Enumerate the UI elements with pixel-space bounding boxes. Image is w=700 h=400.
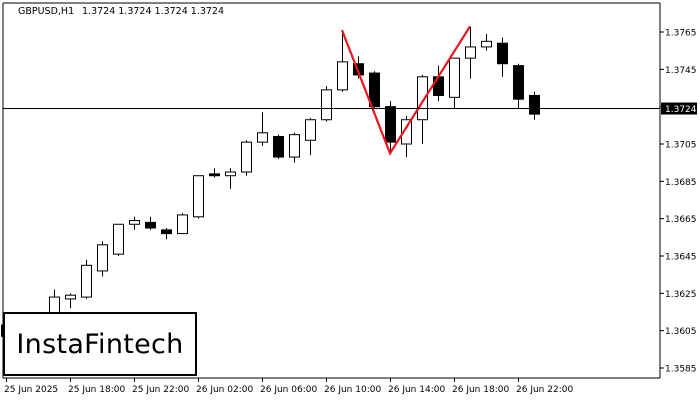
bull-candle-body: [97, 244, 108, 272]
candle: [337, 32, 348, 92]
bull-candle-body: [401, 119, 412, 145]
time-tick-label: 25 Jun 18:00: [68, 385, 125, 395]
current-price-marker-bg: [661, 102, 697, 115]
price-tick-label: 1.3645: [665, 253, 697, 263]
candle: [305, 117, 316, 156]
price-tick-label: 1.3665: [665, 215, 697, 225]
candle: [417, 74, 428, 144]
candle: [257, 112, 268, 146]
candle: [145, 216, 156, 230]
time-tick-label: 26 Jun 18:00: [452, 385, 509, 395]
double-top-pattern-line: [340, 25, 471, 156]
candle: [193, 175, 204, 219]
candle: [497, 37, 508, 77]
bear-candle-body: [161, 229, 172, 235]
candle: [513, 63, 524, 109]
candle: [449, 57, 460, 109]
candle: [465, 26, 476, 79]
instafintech-logo: InstaFintech: [3, 312, 197, 376]
price-tick-label: 1.3705: [665, 141, 697, 151]
bear-candle-body: [273, 136, 284, 158]
bull-candle-body: [113, 223, 124, 255]
time-tick-label: 26 Jun 06:00: [260, 385, 317, 395]
candle: [289, 132, 300, 163]
bear-candle-body: [385, 106, 396, 143]
candle: [321, 86, 332, 122]
candle: [97, 241, 108, 277]
candle: [273, 134, 284, 159]
price-tick-label: 1.3605: [665, 327, 697, 337]
candle: [209, 168, 220, 178]
price-tick-label: 1.3685: [665, 178, 697, 188]
bull-candle-body: [321, 89, 332, 121]
candle: [225, 168, 236, 189]
candle: [65, 293, 76, 309]
bull-candle-body: [481, 40, 492, 48]
candle: [401, 116, 412, 158]
time-tick-label: 25 Jun 22:00: [132, 385, 189, 395]
time-tick-label: 26 Jun 02:00: [196, 385, 253, 395]
price-tick-label: 1.3625: [665, 290, 697, 300]
candle: [81, 259, 92, 299]
price-tick-label: 1.3745: [665, 66, 697, 76]
candle: [385, 101, 396, 154]
bear-candle-body: [513, 65, 524, 100]
price-tick-label: 1.3765: [665, 29, 697, 39]
bear-candle-body: [369, 72, 380, 108]
candle: [369, 71, 380, 109]
bull-candle-body: [449, 57, 460, 98]
bear-candle-body: [529, 94, 540, 115]
time-tick-label: 25 Jun 2025: [4, 385, 58, 395]
time-tick-label: 26 Jun 22:00: [516, 385, 573, 395]
time-axis: 25 Jun 2025 25 Jun 18:00 25 Jun 22:00 26 Ju…: [4, 378, 573, 395]
bull-candle-body: [241, 141, 252, 173]
bear-candle-body: [433, 76, 444, 96]
candle: [161, 228, 172, 240]
bull-candle-body: [305, 119, 316, 141]
candle: [529, 91, 540, 120]
bull-candle-body: [337, 61, 348, 91]
current-price-label: 1.3724: [665, 105, 697, 115]
candle: [113, 223, 124, 256]
bull-candle-body: [177, 214, 188, 235]
chart-header-symbol: GBPUSD,H1: [18, 6, 74, 17]
bull-candle-body: [129, 220, 140, 225]
bull-candle-body: [417, 76, 428, 121]
bull-candle-body: [193, 175, 204, 218]
bear-candle-body: [145, 221, 156, 229]
bull-candle-body: [81, 264, 92, 298]
pattern-layer: [340, 25, 471, 156]
bull-candle-body: [65, 294, 76, 300]
candle: [481, 33, 492, 51]
candle: [177, 213, 188, 235]
chart-header-ohlc: 1.3724 1.3724 1.3724 1.3724: [82, 6, 224, 17]
current-price-marker: 1.3724: [661, 102, 697, 115]
logo-text: InstaFintech: [16, 328, 184, 360]
bull-candle-body: [225, 171, 236, 177]
bear-candle-body: [209, 173, 220, 177]
candle: [241, 140, 252, 176]
time-tick-label: 26 Jun 10:00: [324, 385, 381, 395]
bull-candle-body: [257, 132, 268, 143]
candle: [129, 216, 140, 230]
bull-candle-body: [465, 46, 476, 59]
time-tick-label: 26 Jun 14:00: [388, 385, 445, 395]
bear-candle-body: [497, 42, 508, 65]
bull-candle-body: [289, 134, 300, 158]
price-tick-label: 1.3585: [665, 365, 697, 375]
